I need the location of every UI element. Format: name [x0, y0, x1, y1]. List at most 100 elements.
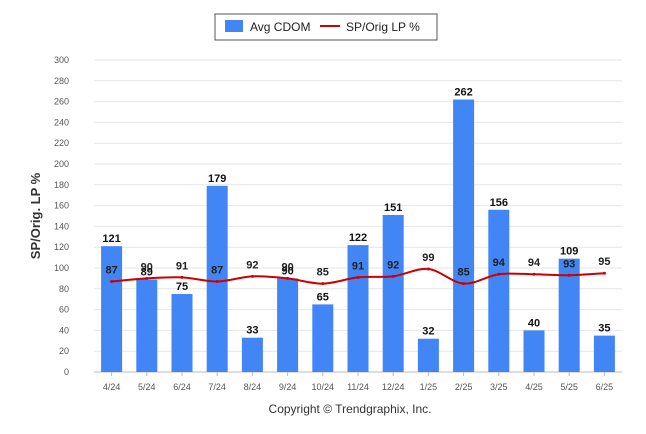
sp-orig-value-label: 92 [246, 259, 258, 271]
sp-orig-point[interactable] [215, 280, 219, 284]
bar-avg-cdom[interactable] [171, 294, 193, 372]
bars [101, 99, 615, 373]
bar-avg-cdom[interactable] [312, 304, 334, 372]
sp-orig-point[interactable] [356, 275, 360, 279]
bar-avg-cdom[interactable] [417, 338, 439, 372]
bar-avg-cdom[interactable] [488, 209, 510, 372]
y-tick-label: 80 [59, 284, 69, 294]
sp-orig-value-label: 99 [422, 252, 434, 264]
sp-orig-point[interactable] [462, 282, 466, 286]
bar-value-label: 151 [384, 202, 402, 214]
y-tick-label: 200 [54, 159, 69, 169]
y-tick-label: 60 [59, 305, 69, 315]
sp-orig-point[interactable] [426, 267, 430, 271]
sp-orig-point[interactable] [602, 271, 606, 275]
bar-avg-cdom[interactable] [101, 246, 123, 372]
sp-orig-value-label: 90 [141, 261, 153, 273]
bar-avg-cdom[interactable] [558, 258, 580, 372]
bar-labels: 121 89 75 179 33 90 65 122 151 32 262 156 40 109 35 [102, 87, 610, 338]
bar-value-label: 35 [598, 323, 610, 335]
sp-orig-point[interactable] [567, 273, 571, 277]
sp-orig-point[interactable] [180, 275, 184, 279]
bar-value-label: 109 [560, 246, 578, 258]
sp-orig-value-label: 94 [493, 257, 506, 269]
x-tick-label: 6/25 [596, 382, 614, 392]
bar-avg-cdom[interactable] [453, 99, 475, 373]
sp-orig-point[interactable] [145, 276, 149, 280]
x-tick-label: 9/24 [279, 382, 297, 392]
y-tick-label: 280 [54, 76, 69, 86]
y-tick-label: 0 [64, 367, 69, 377]
bar-avg-cdom[interactable] [206, 185, 228, 372]
sp-orig-value-label: 92 [387, 259, 399, 271]
x-tick-label: 4/25 [525, 382, 543, 392]
sp-orig-point[interactable] [110, 280, 114, 284]
y-tick-label: 180 [54, 180, 69, 190]
bar-value-label: 179 [208, 173, 226, 185]
y-tick-label: 240 [54, 117, 69, 127]
bar-avg-cdom[interactable] [593, 335, 615, 372]
sp-orig-value-label: 90 [281, 261, 293, 273]
y-tick-label: 140 [54, 221, 69, 231]
x-tick-label: 5/25 [560, 382, 578, 392]
x-tick-label: 3/25 [490, 382, 508, 392]
line-labels: 87 90 91 87 92 90 85 91 92 99 85 94 94 93 95 [105, 252, 610, 279]
sp-orig-point[interactable] [321, 282, 325, 286]
x-tick-label: 10/24 [312, 382, 335, 392]
legend-swatch-bar [225, 20, 243, 32]
bar-value-label: 156 [490, 197, 508, 209]
bar-value-label: 121 [102, 233, 120, 245]
x-tick-label: 2/25 [455, 382, 473, 392]
sp-orig-line [110, 267, 606, 286]
y-axis-ticks: 0 20 40 60 80 100 120 140 160 180 200 220 240 260 280 3… [54, 55, 69, 377]
bar-value-label: 90 [281, 265, 293, 277]
sp-orig-value-label: 94 [528, 257, 541, 269]
bar-value-label: 40 [528, 317, 540, 329]
y-tick-label: 100 [54, 263, 69, 273]
bar-value-label: 75 [176, 281, 188, 293]
sp-orig-point[interactable] [250, 274, 254, 278]
y-tick-label: 260 [54, 97, 69, 107]
x-tick-label: 4/24 [103, 382, 121, 392]
bar-value-label: 32 [422, 326, 434, 338]
bar-avg-cdom[interactable] [382, 214, 404, 372]
sp-orig-value-label: 93 [563, 258, 575, 270]
bar-value-label: 33 [246, 325, 258, 337]
legend-label-avg-cdom[interactable]: Avg CDOM [250, 20, 310, 34]
y-tick-label: 40 [59, 325, 69, 335]
y-tick-label: 300 [54, 55, 69, 65]
y-tick-label: 120 [54, 242, 69, 252]
x-tick-label: 8/24 [244, 382, 262, 392]
bar-value-label: 89 [141, 266, 153, 278]
bar-avg-cdom[interactable] [277, 278, 299, 372]
bar-value-label: 262 [454, 87, 472, 99]
bar-value-label: 65 [317, 291, 329, 303]
x-tick-label: 5/24 [138, 382, 156, 392]
y-axis-title: SP/Orig. LP % [28, 172, 43, 259]
sp-orig-point[interactable] [532, 272, 536, 276]
bar-value-label: 122 [349, 232, 367, 244]
legend[interactable]: Avg CDOM SP/Orig LP % [214, 13, 438, 41]
y-tick-label: 160 [54, 201, 69, 211]
sp-orig-value-label: 91 [352, 260, 364, 272]
legend-label-sp-orig[interactable]: SP/Orig LP % [346, 20, 420, 34]
sp-orig-value-label: 87 [105, 265, 117, 277]
bar-avg-cdom[interactable] [523, 330, 545, 372]
sp-orig-value-label: 85 [457, 267, 469, 279]
x-tick-label: 6/24 [173, 382, 191, 392]
bar-avg-cdom[interactable] [136, 279, 158, 372]
sp-orig-value-label: 85 [317, 267, 329, 279]
sp-orig-value-label: 87 [211, 265, 223, 277]
copyright-credit[interactable]: Copyright © Trendgraphix, Inc. [269, 402, 432, 416]
x-tick-label: 7/24 [208, 382, 226, 392]
sp-orig-value-label: 91 [176, 260, 188, 272]
sp-orig-point[interactable] [497, 272, 501, 276]
sp-orig-point[interactable] [391, 274, 395, 278]
x-tick-label: 11/24 [347, 382, 369, 392]
x-tick-label: 12/24 [382, 382, 405, 392]
x-tick-label: 1/25 [420, 382, 438, 392]
sp-orig-point[interactable] [286, 276, 290, 280]
bar-avg-cdom[interactable] [241, 337, 263, 372]
